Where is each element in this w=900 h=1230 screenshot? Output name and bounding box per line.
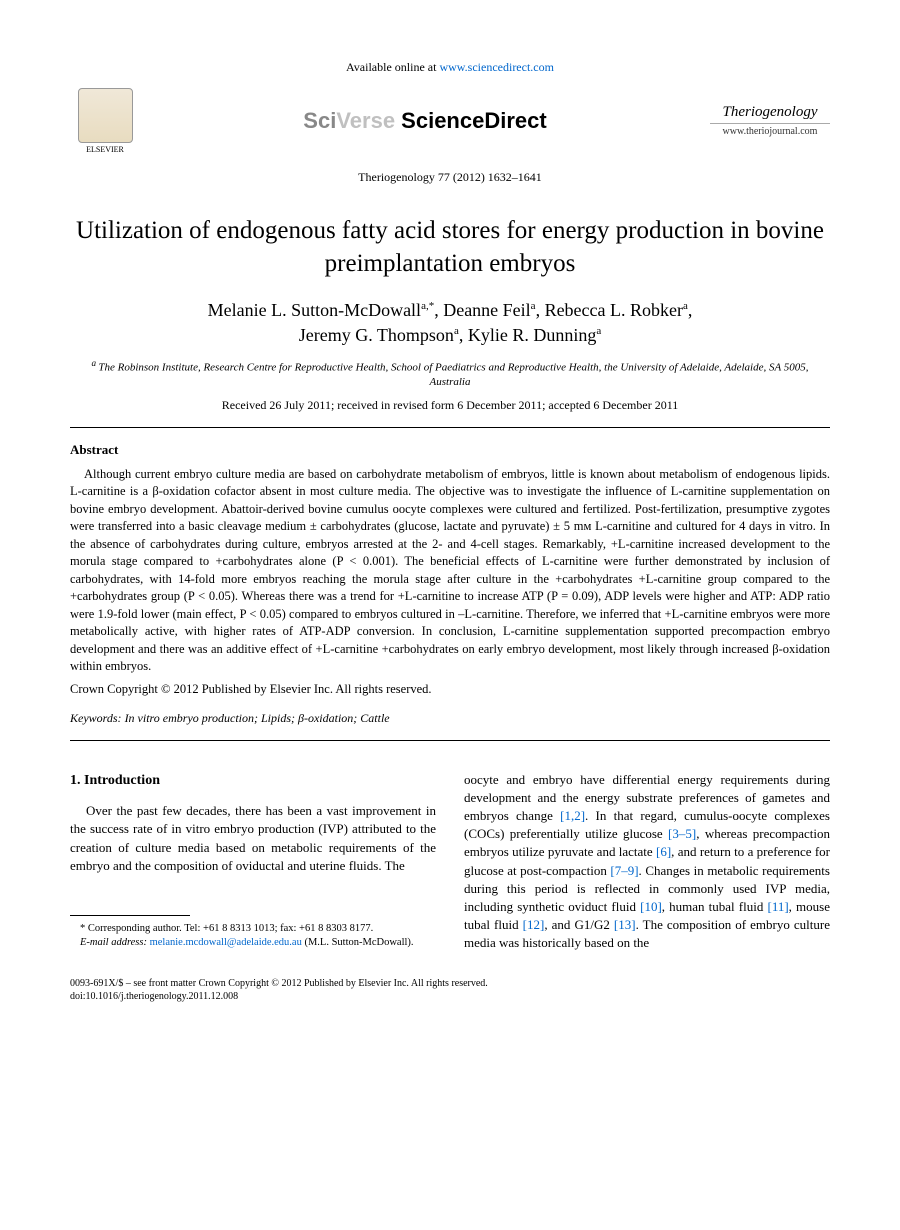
footnote-email: E-mail address: melanie.mcdowall@adelaid… xyxy=(70,936,436,950)
divider-bottom xyxy=(70,740,830,741)
email-label: E-mail address: xyxy=(80,937,150,948)
intro-p2f: , human tubal fluid xyxy=(662,899,768,914)
article-title: Utilization of endogenous fatty acid sto… xyxy=(70,215,830,280)
abstract-heading: Abstract xyxy=(70,442,830,458)
keywords: Keywords: In vitro embryo production; Li… xyxy=(70,711,830,726)
body-columns: 1. Introduction Over the past few decade… xyxy=(70,771,830,953)
ref-12[interactable]: [12] xyxy=(523,917,545,932)
keywords-text: In vitro embryo production; Lipids; β-ox… xyxy=(125,711,390,725)
ref-10[interactable]: [10] xyxy=(640,899,662,914)
divider-top xyxy=(70,427,830,428)
author-3-comma: , xyxy=(688,300,693,320)
authors: Melanie L. Sutton-McDowalla,*, Deanne Fe… xyxy=(70,298,830,348)
author-2-pre: , Deanne Feil xyxy=(434,300,530,320)
ref-13[interactable]: [13] xyxy=(614,917,636,932)
intro-p2h: , and G1/G2 xyxy=(544,917,614,932)
email-suffix: (M.L. Sutton-McDowall). xyxy=(302,937,414,948)
abstract-text: Although current embryo culture media ar… xyxy=(70,467,830,674)
footnote-corresponding: * Corresponding author. Tel: +61 8 8313 … xyxy=(70,922,436,936)
ref-11[interactable]: [11] xyxy=(767,899,788,914)
author-4: Jeremy G. Thompson xyxy=(299,325,454,345)
author-3-pre: , Rebecca L. Robker xyxy=(536,300,683,320)
sciverse-sci: Sci xyxy=(303,108,336,133)
intro-p2: oocyte and embryo have differential ener… xyxy=(464,771,830,953)
column-left: 1. Introduction Over the past few decade… xyxy=(70,771,436,953)
article-dates: Received 26 July 2011; received in revis… xyxy=(70,398,830,413)
ref-6[interactable]: [6] xyxy=(656,844,671,859)
sciencedirect-link[interactable]: www.sciencedirect.com xyxy=(439,60,554,74)
sciverse-logo: SciVerse ScienceDirect xyxy=(303,108,546,134)
abstract-body: Although current embryo culture media ar… xyxy=(70,466,830,676)
column-right: oocyte and embryo have differential ener… xyxy=(464,771,830,953)
email-link[interactable]: melanie.mcdowall@adelaide.edu.au xyxy=(150,937,302,948)
intro-heading: 1. Introduction xyxy=(70,771,436,791)
ref-1-2[interactable]: [1,2] xyxy=(560,808,585,823)
author-1-sup: a, xyxy=(421,300,429,312)
elsevier-label: ELSEVIER xyxy=(86,145,124,154)
citation: Theriogenology 77 (2012) 1632–1641 xyxy=(70,170,830,185)
keywords-label: Keywords: xyxy=(70,711,125,725)
author-5-pre: , Kylie R. Dunning xyxy=(459,325,597,345)
ref-3-5[interactable]: [3–5] xyxy=(668,826,696,841)
page-footer: 0093-691X/$ – see front matter Crown Cop… xyxy=(70,977,830,1003)
footer-line1: 0093-691X/$ – see front matter Crown Cop… xyxy=(70,977,830,990)
affiliation: a The Robinson Institute, Research Centr… xyxy=(70,358,830,389)
footnote-divider xyxy=(70,915,190,916)
available-text: Available online at xyxy=(346,60,439,74)
journal-url: www.theriojournal.com xyxy=(710,126,830,137)
affiliation-text: The Robinson Institute, Research Centre … xyxy=(98,362,808,388)
sciverse-verse: Verse xyxy=(336,108,401,133)
elsevier-tree-icon xyxy=(78,88,133,143)
author-5-sup: a xyxy=(596,325,601,337)
available-online: Available online at www.sciencedirect.co… xyxy=(70,60,830,75)
abstract-copyright: Crown Copyright © 2012 Published by Else… xyxy=(70,682,830,697)
footer-line2: doi:10.1016/j.theriogenology.2011.12.008 xyxy=(70,990,830,1003)
sciverse-direct: ScienceDirect xyxy=(401,108,547,133)
logo-row: ELSEVIER SciVerse ScienceDirect Therioge… xyxy=(70,83,830,158)
intro-p1: Over the past few decades, there has bee… xyxy=(70,802,436,875)
elsevier-logo: ELSEVIER xyxy=(70,83,140,158)
journal-box: Theriogenology www.theriojournal.com xyxy=(710,104,830,137)
author-1: Melanie L. Sutton-McDowall xyxy=(208,300,421,320)
ref-7-9[interactable]: [7–9] xyxy=(610,863,638,878)
journal-name: Theriogenology xyxy=(710,104,830,124)
